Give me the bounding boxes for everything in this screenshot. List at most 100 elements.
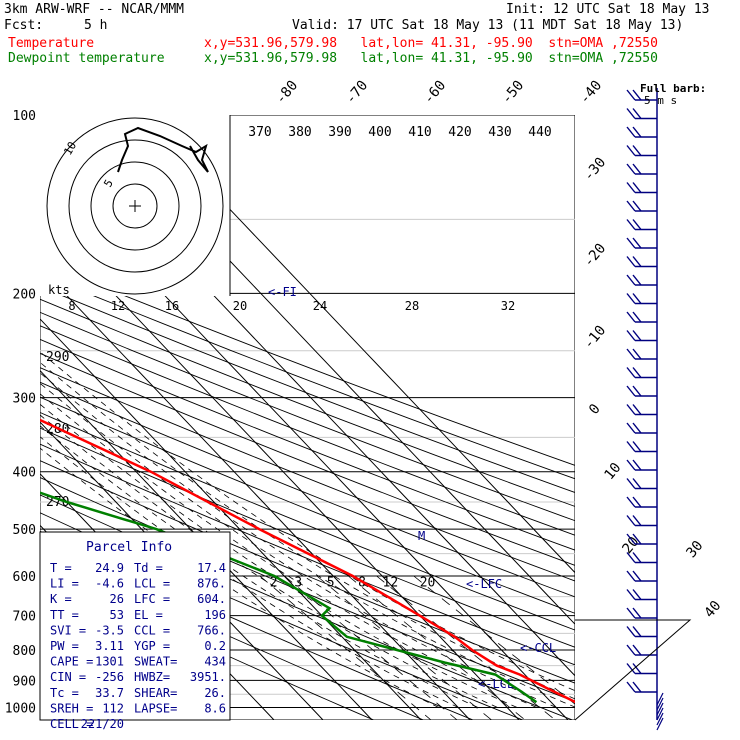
- parcel-value: 196: [204, 608, 226, 622]
- parcel-label: Tc =: [50, 686, 79, 700]
- wind-barb-flag: [626, 385, 636, 397]
- mixing-ratio-line: [316, 575, 492, 720]
- hodograph-ring: [68, 139, 202, 273]
- moist-adiabat: [40, 393, 537, 708]
- wind-barb-flag: [632, 644, 642, 656]
- header: 3km ARW-WRF -- NCAR/MMM Init: 12 UTC Sat…: [0, 0, 740, 70]
- theta-label: 420: [448, 125, 471, 140]
- wind-barb-flag: [632, 348, 642, 360]
- hodograph-speed-label: 16: [165, 299, 179, 313]
- parcel-value: 24.9: [95, 561, 124, 575]
- parcel-value: 0.2: [204, 639, 226, 653]
- wind-barb-flag: [632, 441, 642, 452]
- dry-adiabat: [40, 352, 575, 566]
- hodograph-speed-label: 8: [68, 299, 75, 313]
- isotherm-line: [41, 115, 575, 677]
- wind-barb-flag: [626, 626, 636, 637]
- parcel-value: 3951.: [190, 670, 226, 684]
- fcst-value: 5 h: [84, 18, 108, 33]
- wind-barb-flag: [626, 515, 636, 526]
- isotherm-label: -10: [581, 323, 610, 353]
- wind-barb-flag: [626, 274, 636, 286]
- parcel-value: 1301: [95, 655, 124, 669]
- level-marker: <-FI: [268, 285, 297, 299]
- wind-barb-flag: [632, 515, 642, 526]
- mixing-ratio-label: 2: [270, 576, 278, 591]
- pressure-tick-label: 400: [13, 466, 36, 481]
- theta-label: 390: [328, 125, 351, 140]
- surface-barb: [656, 707, 664, 721]
- right-frame-bracket: [574, 619, 692, 721]
- hodograph-speed-label: 24: [313, 299, 327, 313]
- parcel-value: 26.: [204, 686, 226, 700]
- parcel-value: 112: [102, 701, 124, 715]
- dry-adiabat: [40, 298, 575, 507]
- parcel-box: [39, 531, 231, 721]
- isotherm-label: 40: [701, 598, 724, 621]
- isotherm-label: 30: [683, 538, 706, 561]
- wind-barb-flag: [626, 256, 636, 267]
- wind-barb-flag: [632, 607, 642, 619]
- moist-adiabat: [40, 447, 439, 708]
- wind-barb-flag: [632, 89, 642, 101]
- pressure-tick-label: 800: [13, 644, 36, 659]
- wind-barb-flag: [632, 274, 642, 286]
- dry-adiabat: [40, 411, 575, 631]
- wind-barb-flag: [632, 200, 642, 212]
- wind-barb-flag: [626, 459, 636, 471]
- wind-barb-flag: [626, 533, 636, 545]
- isotherm-label: -30: [581, 155, 610, 185]
- temperature-trace: [40, 418, 575, 704]
- dry-adiabat: [40, 427, 575, 648]
- hodograph-ring: [90, 161, 180, 251]
- isotherm-label: -50: [499, 78, 528, 108]
- isotherm-label: 10: [601, 460, 624, 483]
- parcel-value: 26: [110, 592, 124, 606]
- moist-adiabat: [40, 425, 478, 708]
- hodograph: 510: [40, 115, 231, 296]
- dry-adiabat: [40, 569, 374, 720]
- pressure-tick-label: 100: [13, 109, 36, 124]
- parcel-label: SREH =: [50, 701, 93, 715]
- mixing-ratio-label: 8: [358, 576, 366, 591]
- parcel-label: TT =: [50, 608, 79, 622]
- hodograph-trace: [117, 126, 209, 173]
- pressure-tick-label: 200: [13, 287, 36, 302]
- wind-barb-flag: [626, 441, 636, 452]
- parcel-title: Parcel Info: [86, 540, 172, 555]
- wind-barb-flag: [626, 478, 636, 489]
- isotherm-line: [139, 115, 575, 574]
- mixing-ratio-line: [259, 575, 432, 720]
- wind-barb-flag: [626, 607, 636, 619]
- parcel-label: YGP =: [134, 639, 170, 653]
- wind-barb-flag: [626, 182, 636, 193]
- parcel-label: SHEAR=: [134, 686, 177, 700]
- parcel-label: K =: [50, 592, 72, 606]
- surface-barb: [656, 712, 664, 726]
- wind-barb-flag: [632, 219, 642, 230]
- wind-barb-flag: [626, 163, 636, 175]
- wind-barb-flag: [626, 108, 636, 119]
- isotherm-label: -40: [577, 78, 606, 108]
- mixing-ratio-line: [284, 575, 458, 720]
- parcel-label: CAPE =: [50, 655, 93, 669]
- wind-barb-flag: [626, 126, 636, 138]
- wind-barb-flag: [632, 182, 642, 193]
- wind-barb-flag: [626, 237, 636, 249]
- wind-barb-flag: [632, 126, 642, 138]
- isotherm-line: [40, 214, 520, 720]
- parcel-value: 3.11: [95, 639, 124, 653]
- wind-key-unit: 5 m s: [644, 94, 677, 107]
- wind-barb-flag: [632, 237, 642, 249]
- parcel-label: LFC =: [134, 592, 170, 606]
- hodograph-ring-label: 10: [61, 140, 79, 158]
- parcel-info-box: Parcel Info T = 24.9 Td = 17.4 LI = -4.6 LCL = 8…: [39, 531, 231, 731]
- wind-barb-flag: [626, 89, 636, 101]
- hodograph-speed-label: 32: [501, 299, 515, 313]
- moist-adiabat: [40, 351, 575, 692]
- hodograph-speed-label: 12: [111, 299, 125, 313]
- parcel-value: 604.: [197, 592, 226, 606]
- hodograph-speed-label: 20: [233, 299, 247, 313]
- parcel-label: LI =: [50, 577, 79, 591]
- hodograph-ring: [46, 117, 224, 295]
